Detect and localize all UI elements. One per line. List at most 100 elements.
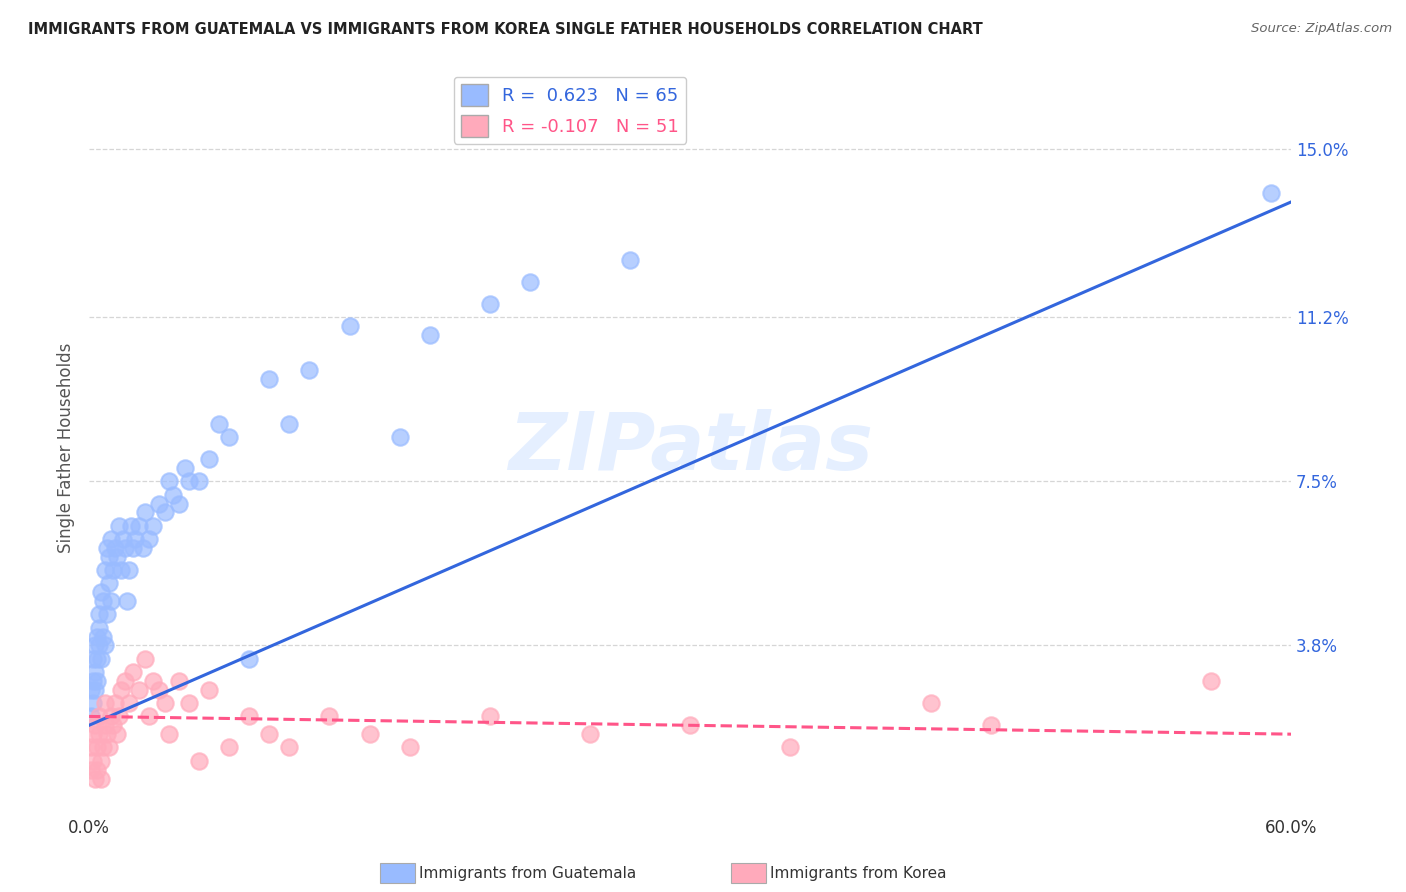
Point xyxy=(980,718,1002,732)
Point xyxy=(108,518,131,533)
Point xyxy=(101,718,124,732)
Point xyxy=(91,740,114,755)
Point xyxy=(122,665,145,679)
Point xyxy=(208,417,231,431)
Text: ZIPatlas: ZIPatlas xyxy=(508,409,873,487)
Point xyxy=(87,709,110,723)
Point xyxy=(138,532,160,546)
Point xyxy=(84,682,107,697)
Point xyxy=(84,772,107,786)
Point xyxy=(82,673,104,688)
Point xyxy=(90,772,112,786)
Point xyxy=(259,727,281,741)
Point xyxy=(167,673,190,688)
Point xyxy=(142,518,165,533)
Point xyxy=(779,740,801,755)
Point xyxy=(98,740,121,755)
Point xyxy=(98,549,121,564)
Point xyxy=(87,607,110,622)
Point xyxy=(105,549,128,564)
Point xyxy=(359,727,381,741)
Point xyxy=(80,763,103,777)
Point xyxy=(94,563,117,577)
Point xyxy=(87,727,110,741)
Point xyxy=(104,696,127,710)
Point xyxy=(179,696,201,710)
Point xyxy=(98,576,121,591)
Point xyxy=(96,541,118,555)
Point xyxy=(94,696,117,710)
Point xyxy=(188,475,211,489)
Point xyxy=(100,594,122,608)
Point xyxy=(112,532,135,546)
Point xyxy=(398,740,420,755)
Point xyxy=(579,727,602,741)
Point xyxy=(82,754,104,768)
Point xyxy=(91,594,114,608)
Point xyxy=(478,709,501,723)
Point xyxy=(1260,186,1282,200)
Point xyxy=(134,505,156,519)
Point xyxy=(80,709,103,723)
Point xyxy=(278,740,301,755)
Point xyxy=(90,585,112,599)
Point xyxy=(94,718,117,732)
Point xyxy=(87,621,110,635)
Point xyxy=(114,541,136,555)
Point xyxy=(298,363,321,377)
Point xyxy=(96,727,118,741)
Point xyxy=(84,718,107,732)
Point xyxy=(84,665,107,679)
Point xyxy=(118,563,141,577)
Text: Immigrants from Korea: Immigrants from Korea xyxy=(770,866,948,880)
Point xyxy=(82,727,104,741)
Point xyxy=(388,430,411,444)
Point xyxy=(110,682,132,697)
Point xyxy=(90,652,112,666)
Point xyxy=(138,709,160,723)
Point xyxy=(1199,673,1222,688)
Point xyxy=(153,505,176,519)
Point xyxy=(339,319,361,334)
Point xyxy=(519,275,541,289)
Point xyxy=(142,673,165,688)
Point xyxy=(110,563,132,577)
Point xyxy=(148,496,170,510)
Point xyxy=(100,709,122,723)
Point xyxy=(238,652,260,666)
Point xyxy=(80,682,103,697)
Point xyxy=(124,532,146,546)
Point xyxy=(104,541,127,555)
Text: IMMIGRANTS FROM GUATEMALA VS IMMIGRANTS FROM KOREA SINGLE FATHER HOUSEHOLDS CORR: IMMIGRANTS FROM GUATEMALA VS IMMIGRANTS … xyxy=(28,22,983,37)
Point xyxy=(114,673,136,688)
Point xyxy=(157,727,180,741)
Point xyxy=(318,709,340,723)
Point xyxy=(478,297,501,311)
Point xyxy=(162,488,184,502)
Point xyxy=(148,682,170,697)
Point xyxy=(278,417,301,431)
Point xyxy=(115,594,138,608)
Point xyxy=(174,461,197,475)
Text: Source: ZipAtlas.com: Source: ZipAtlas.com xyxy=(1251,22,1392,36)
Point xyxy=(86,630,108,644)
Point xyxy=(153,696,176,710)
Point xyxy=(920,696,942,710)
Point xyxy=(86,763,108,777)
Point xyxy=(91,630,114,644)
Point xyxy=(84,639,107,653)
Point xyxy=(619,252,641,267)
Point xyxy=(105,727,128,741)
Point xyxy=(100,532,122,546)
Point xyxy=(134,652,156,666)
Point xyxy=(82,696,104,710)
Point xyxy=(238,709,260,723)
Point xyxy=(128,682,150,697)
Point xyxy=(157,475,180,489)
Point xyxy=(179,475,201,489)
Point xyxy=(132,541,155,555)
Text: Immigrants from Guatemala: Immigrants from Guatemala xyxy=(419,866,637,880)
Point xyxy=(259,372,281,386)
Point xyxy=(90,754,112,768)
Legend: R =  0.623   N = 65, R = -0.107   N = 51: R = 0.623 N = 65, R = -0.107 N = 51 xyxy=(454,77,686,145)
